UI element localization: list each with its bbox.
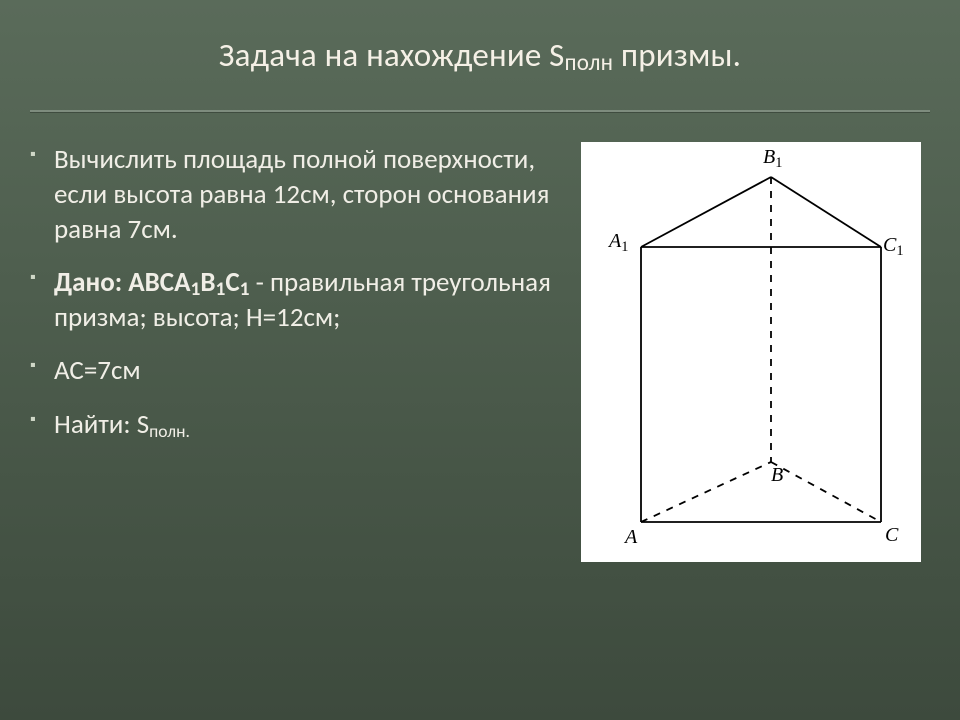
bullet-4-sub: полн. <box>149 420 190 442</box>
label-B1-sub: 1 <box>775 155 782 171</box>
bullet-2-sub-1c: 1 <box>240 277 250 301</box>
bullet-2-given-label: Дано: <box>54 266 128 299</box>
slide-title: Задача на нахождение Sполн призмы. <box>219 35 741 75</box>
bullet-4-prefix: Найти: S <box>54 408 149 441</box>
prism-figure: B1 A1 C1 B A C <box>581 142 921 562</box>
bullet-2-obj-A: ABCA <box>128 266 190 299</box>
label-A1-sub: 1 <box>621 239 628 255</box>
label-B1-letter: B <box>763 146 775 168</box>
text-column: Вычислить площадь полной поверхности, ес… <box>30 142 572 562</box>
label-A: A <box>625 526 637 549</box>
label-C1: C1 <box>883 234 904 257</box>
prism-svg <box>581 142 921 562</box>
bullet-2-sub-1a: 1 <box>190 277 200 301</box>
bullet-1: Вычислить площадь полной поверхности, ес… <box>30 142 560 247</box>
label-C1-letter: C <box>883 234 896 256</box>
bullet-2: Дано: ABCA1B1C1 - правильная треугольная… <box>30 265 560 335</box>
label-A-letter: A <box>625 526 637 548</box>
divider-line <box>30 110 930 112</box>
label-B: B <box>771 464 783 487</box>
bullet-4: Найти: Sполн. <box>30 407 560 442</box>
label-A1: A1 <box>609 230 628 253</box>
label-C-letter: C <box>885 524 898 546</box>
bullet-list: Вычислить площадь полной поверхности, ес… <box>30 142 560 442</box>
prism-lines <box>641 177 881 522</box>
label-B-letter: B <box>771 464 783 486</box>
label-A1-letter: A <box>609 230 621 252</box>
label-C: C <box>885 524 898 547</box>
bullet-3-text: AC=7см <box>54 354 141 387</box>
label-B1: B1 <box>763 146 782 169</box>
label-C1-sub: 1 <box>896 243 903 259</box>
content-row: Вычислить площадь полной поверхности, ес… <box>0 130 960 562</box>
title-text-1: Задача на нахождение S <box>219 35 565 75</box>
title-subscript: полн <box>565 49 614 77</box>
bullet-2-sub-1b: 1 <box>215 277 225 301</box>
bullet-1-text: Вычислить площадь полной поверхности, ес… <box>54 143 549 246</box>
bullet-2-obj-C: C <box>225 266 239 299</box>
slide: Задача на нахождение Sполн призмы. Вычис… <box>0 0 960 720</box>
title-row: Задача на нахождение Sполн призмы. <box>0 0 960 110</box>
figure-column: B1 A1 C1 B A C <box>572 142 930 562</box>
bullet-2-obj-B: B <box>200 266 215 299</box>
title-text-2: призмы. <box>613 35 741 75</box>
bullet-3: AC=7см <box>30 353 560 388</box>
